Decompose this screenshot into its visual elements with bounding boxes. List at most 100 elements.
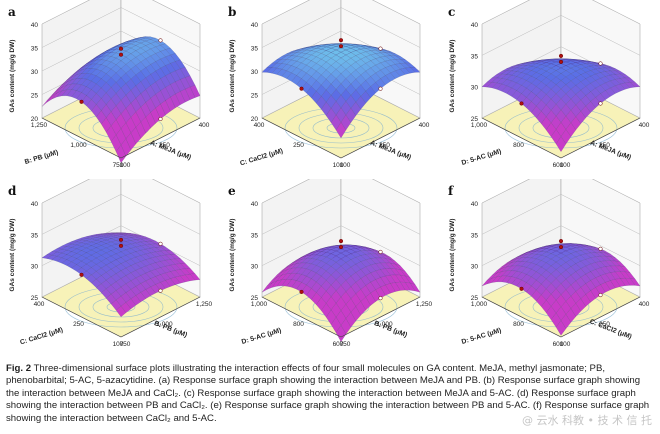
z-tick-label: 25 <box>31 295 39 302</box>
caption-text: Three-dimensional surface plots illustra… <box>6 363 650 424</box>
caption-label: Fig. 2 <box>6 363 32 374</box>
left-axis-tick-label: 100 <box>113 341 124 348</box>
surface-cell <box>41 96 53 107</box>
surface-cell <box>370 257 381 264</box>
surface-cell <box>140 265 151 274</box>
right-axis-tick-label: 750 <box>120 341 131 348</box>
right-axis-label: A: MeJA (μM) <box>589 140 632 162</box>
left-axis-label: D: 5-AC (μM) <box>461 327 502 346</box>
surface-cell <box>525 253 537 258</box>
left-axis-tick-label: 600 <box>333 341 344 348</box>
surface-cell <box>511 255 522 261</box>
surface-cell <box>110 253 122 260</box>
surface-cell <box>110 299 122 311</box>
surface-cell <box>614 278 626 287</box>
surface-cell <box>590 97 601 109</box>
surface-cell <box>590 73 601 81</box>
z-gridline <box>120 194 201 235</box>
panel-e: 25 30 35 40 1,000 800 600 1,250 1,000 750 D: 5-AC … <box>220 179 440 358</box>
left-axis-tick-label: 1,000 <box>471 301 488 308</box>
surface-cell <box>385 255 396 262</box>
surface-plot-c: 25 30 35 40 1,000 800 600 400 250 100 D: 5-AC (μM)… <box>448 0 650 169</box>
surface-cell <box>174 275 186 284</box>
z-gridline <box>481 15 562 56</box>
surface-cell <box>536 110 547 124</box>
surface-cell <box>605 280 616 291</box>
surface-plot-f: 25 30 35 40 1,000 800 600 400 250 100 D: 5-AC (μM)… <box>448 179 650 348</box>
surface-cell <box>575 81 586 91</box>
surface-cell <box>355 301 366 316</box>
surface-cell <box>614 260 626 268</box>
surface-cell <box>164 254 176 260</box>
surface-cell <box>350 245 361 249</box>
surface-cell <box>51 90 62 100</box>
z-tick-label: 35 <box>251 46 259 53</box>
surface-cell <box>375 286 386 299</box>
surface-cell <box>150 269 161 277</box>
surface-cell <box>575 68 587 75</box>
z-tick-label: 25 <box>251 295 259 302</box>
surface-cell <box>66 261 77 269</box>
surface-cell <box>174 258 186 264</box>
design-point <box>519 286 524 291</box>
surface-cell <box>629 278 641 287</box>
surface-cell <box>536 294 547 307</box>
figure-caption: Fig. 2 Three-dimensional surface plots i… <box>6 363 654 425</box>
z-tick-label: 35 <box>471 232 479 239</box>
left-axis-tick-label: 600 <box>553 341 564 348</box>
surface-cell <box>496 270 508 278</box>
surface-cell <box>326 247 337 250</box>
z-gridline <box>481 179 530 204</box>
surface-cell <box>61 259 72 266</box>
surface-cell <box>51 248 63 253</box>
surface-cell <box>399 281 411 291</box>
design-point <box>598 61 603 66</box>
z-tick-label: 40 <box>31 22 39 29</box>
surface-cell <box>150 41 161 48</box>
surface-cell <box>96 110 107 125</box>
z-tick-label: 40 <box>471 22 479 29</box>
surface-cell <box>394 268 406 277</box>
design-point <box>158 288 163 293</box>
surface-mesh <box>41 232 201 318</box>
surface-cell <box>496 83 508 92</box>
surface-cell <box>614 73 626 79</box>
z-gridline <box>261 7 342 48</box>
surface-cell <box>150 70 161 83</box>
left-axis-line <box>41 296 122 338</box>
surface-cell <box>399 269 411 278</box>
surface-cell <box>305 254 317 259</box>
design-point <box>378 86 383 91</box>
left-axis-tick-label: 600 <box>553 162 564 169</box>
right-axis-tick-label: 400 <box>419 122 430 129</box>
right-axis-tick-label: 1,000 <box>156 321 173 328</box>
surface-cell <box>155 246 166 252</box>
panel-letter: e <box>228 184 236 198</box>
surface-cell <box>150 262 161 270</box>
surface-cell <box>380 75 391 86</box>
surface-cell <box>511 257 522 263</box>
surface-cell <box>81 263 92 272</box>
surface-cell <box>355 96 366 110</box>
surface-cell <box>580 259 591 267</box>
z-gridline <box>481 0 530 25</box>
left-axis-tick-label: 400 <box>34 301 45 308</box>
surface-cell <box>555 320 567 336</box>
z-tick-label: 30 <box>471 85 479 92</box>
left-axis-line <box>261 117 342 159</box>
surface-cell <box>580 67 591 73</box>
surface-cell <box>56 257 68 264</box>
surface-cell <box>135 37 146 40</box>
surface-cell <box>384 258 396 265</box>
z-gridline <box>41 7 122 48</box>
surface-cell <box>135 292 146 303</box>
surface-cell <box>296 255 307 262</box>
surface-cell <box>330 316 342 334</box>
z-tick-label: 30 <box>31 264 39 271</box>
z-tick-label: 40 <box>31 201 39 208</box>
z-gridline <box>261 179 310 204</box>
design-point <box>378 46 383 51</box>
surface-cell <box>115 305 127 318</box>
z-gridline <box>592 179 641 204</box>
design-point <box>558 245 564 250</box>
